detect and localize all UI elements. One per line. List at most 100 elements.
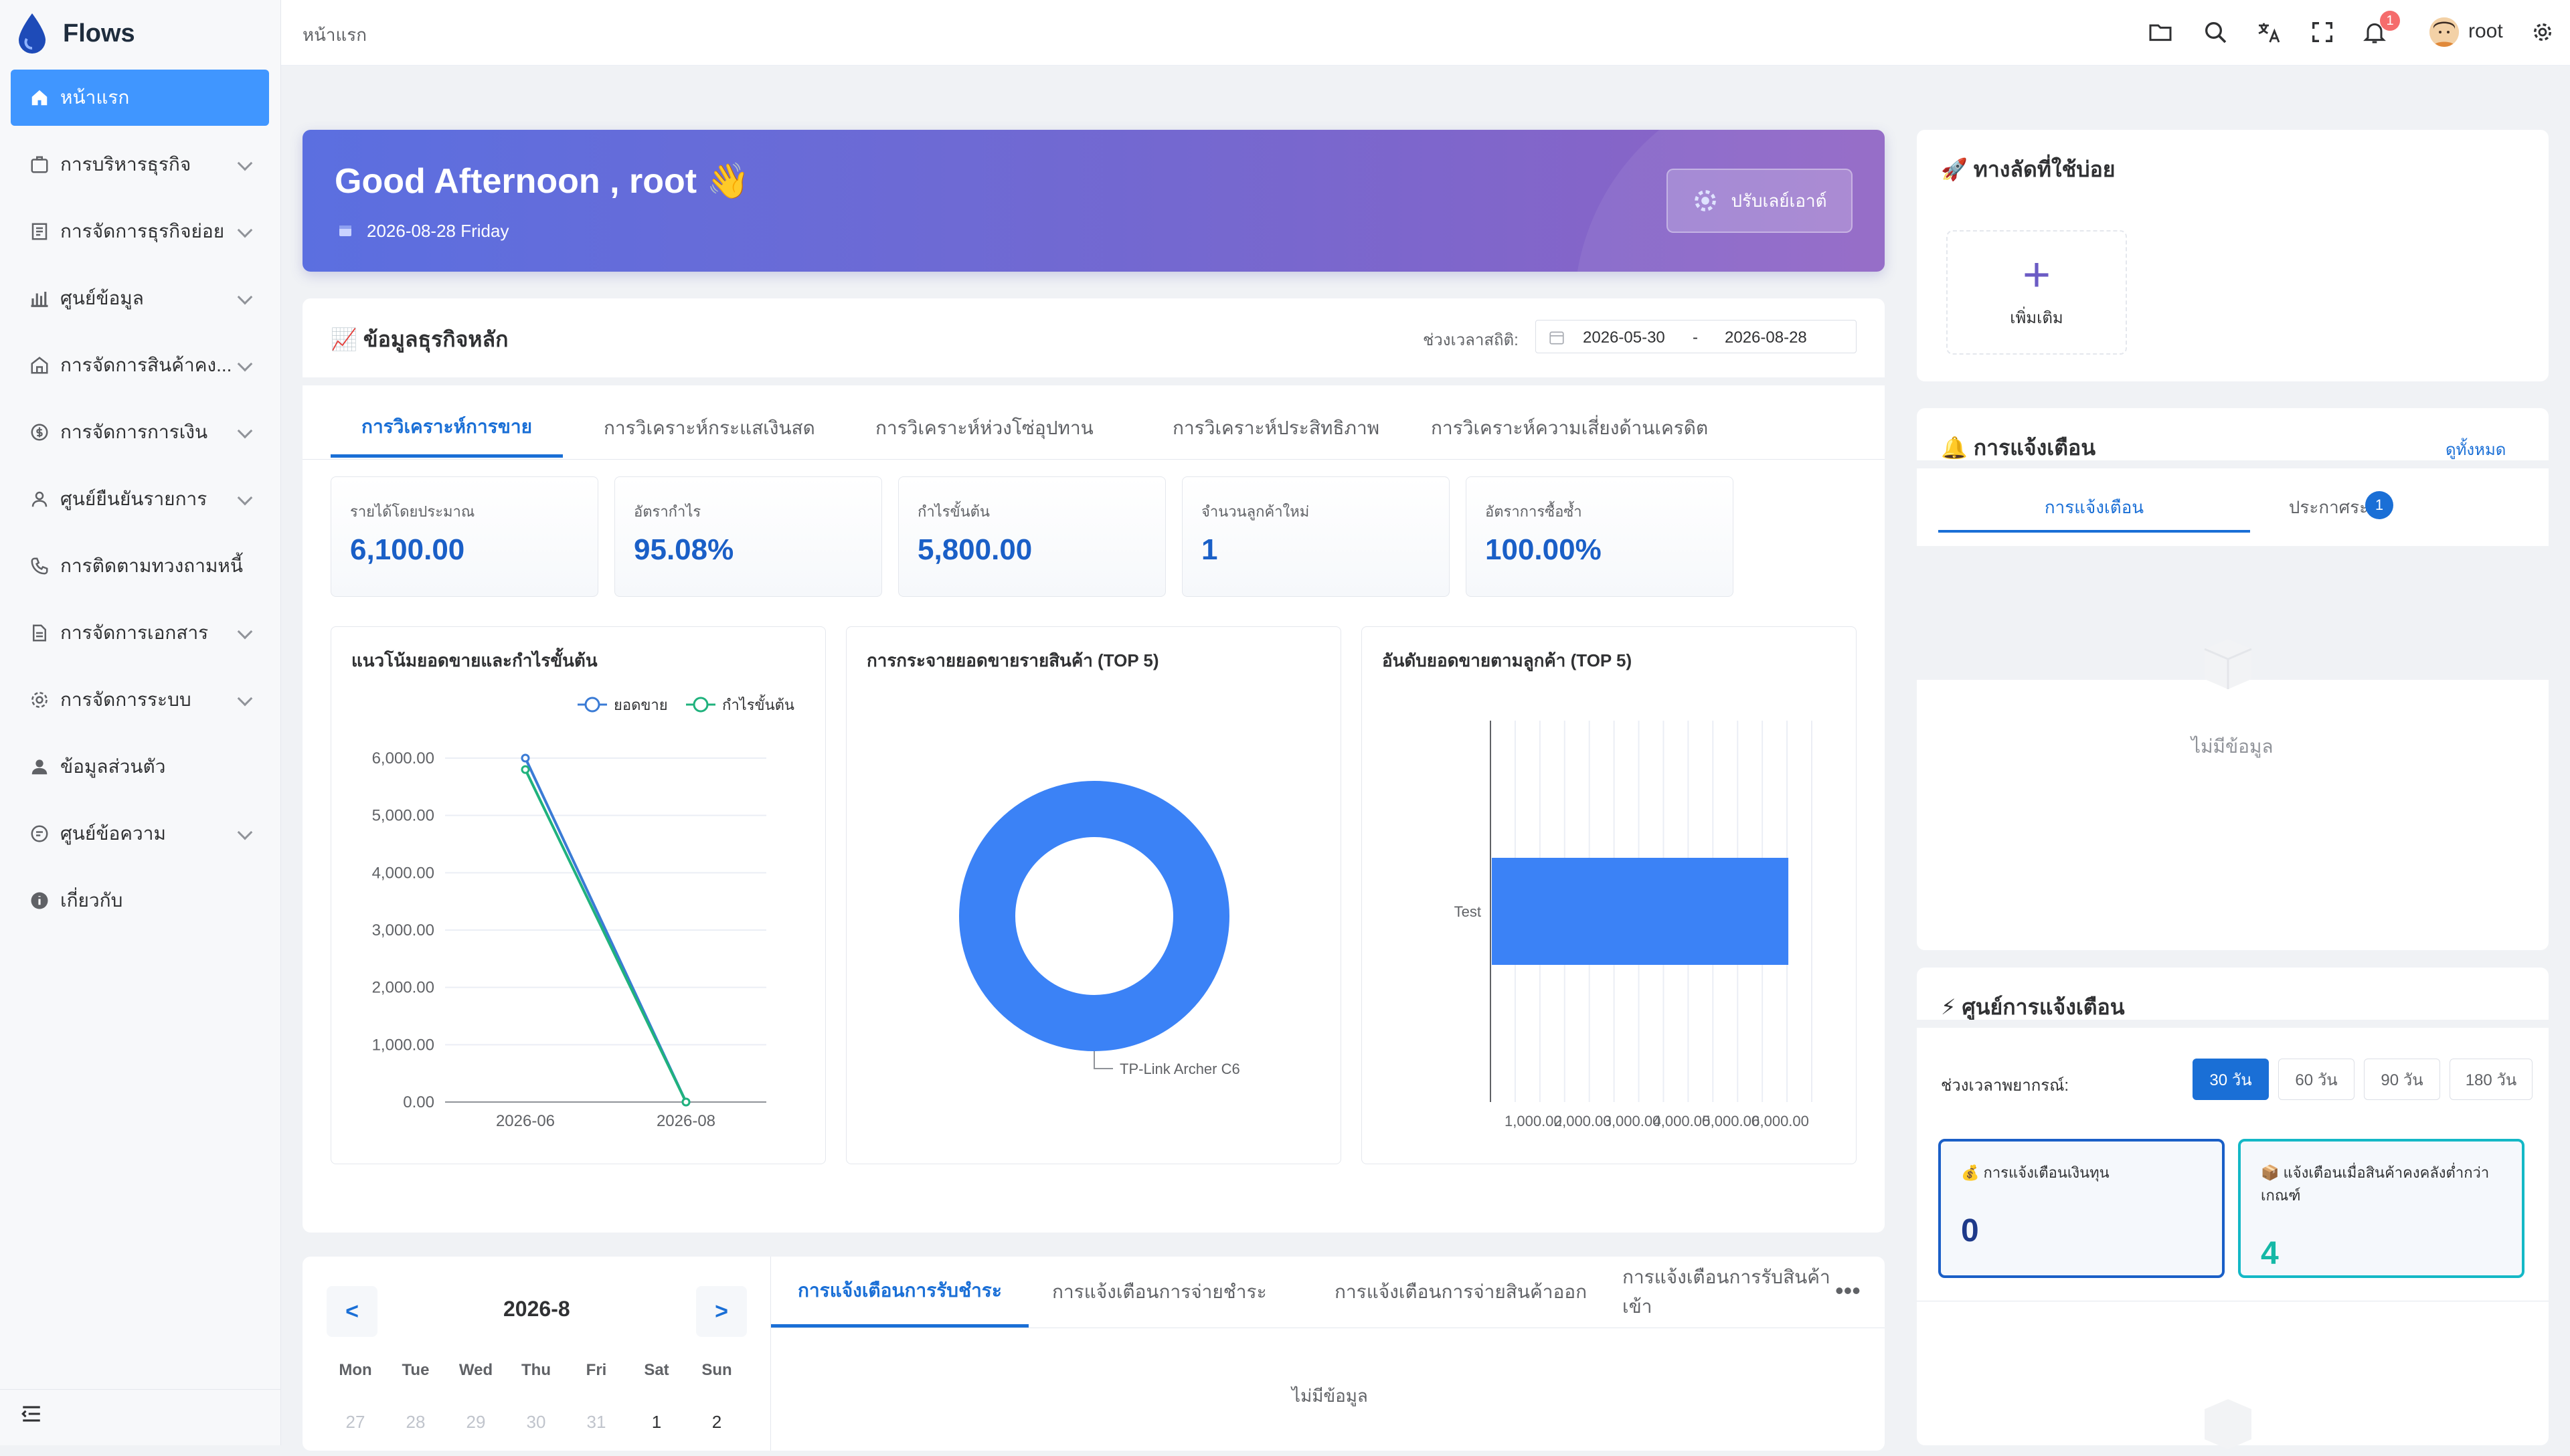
- tab-credit-risk-analysis[interactable]: การวิเคราะห์ความเสี่ยงด้านเครดิต: [1431, 418, 1709, 438]
- tab-goods-receipt-reminder[interactable]: การแจ้งเตือนการรับสินค้าเข้า: [1622, 1267, 1830, 1317]
- prev-month-button[interactable]: <: [327, 1286, 377, 1337]
- section-title: ⚡ ศูนย์การแจ้งเตือน: [1941, 995, 2125, 1019]
- bell-icon[interactable]: [2361, 19, 2388, 46]
- x-tick-label: 3,000.00: [1604, 1113, 1661, 1129]
- weekday-label: Fri: [586, 1361, 607, 1379]
- chart-title: การกระจายยอดขายรายสินค้า (TOP 5): [867, 650, 1159, 670]
- period-60-days-button[interactable]: 60 วัน: [2278, 1059, 2354, 1100]
- sidebar-item-system[interactable]: การจัดการระบบ: [11, 672, 269, 728]
- date-range-picker[interactable]: 2026-05-30 - 2026-08-28: [1535, 320, 1857, 353]
- tab-efficiency-analysis[interactable]: การวิเคราะห์ประสิทธิภาพ: [1173, 418, 1380, 438]
- tab-notifications[interactable]: การแจ้งเตือน: [1938, 482, 2250, 533]
- tab-payment-received-reminder[interactable]: การแจ้งเตือนการรับชำระ: [771, 1257, 1029, 1328]
- empty-state-text: ไม่มีข้อมูล: [1292, 1386, 1368, 1406]
- sidebar-item-business-management[interactable]: การบริหารธุรกิจ: [11, 136, 269, 193]
- tab-sales-analysis[interactable]: การวิเคราะห์การขาย: [331, 399, 563, 458]
- sidebar-item-home[interactable]: หน้าแรก: [11, 70, 269, 126]
- adjust-layout-button[interactable]: ปรับเลย์เอาต์: [1666, 169, 1853, 233]
- calendar-reminder-card: < 2026-8 > Mon Tue Wed Thu Fri Sat Sun 2…: [303, 1257, 1885, 1451]
- stat-card-repurchase-rate: อัตราการซื้อซ้ำ 100.00%: [1466, 476, 1733, 597]
- stat-value: 1: [1201, 533, 1218, 566]
- tab-supply-chain-analysis[interactable]: การวิเคราะห์ห่วงโซ่อุปทาน: [875, 418, 1094, 438]
- document-list-icon: [28, 220, 51, 243]
- sidebar-item-label: หน้าแรก: [60, 87, 130, 108]
- y-tick-label: 5,000.00: [372, 807, 434, 825]
- sidebar-item-profile[interactable]: ข้อมูลส่วนตัว: [11, 739, 269, 795]
- x-tick-label: 5,000.00: [1702, 1113, 1760, 1129]
- avatar[interactable]: [2429, 17, 2459, 47]
- calendar-day[interactable]: 1: [651, 1412, 662, 1432]
- section-title: 📈 ข้อมูลธุรกิจหลัก: [331, 327, 509, 351]
- sidebar-item-messages[interactable]: ศูนย์ข้อความ: [11, 806, 269, 862]
- tab-cashflow-analysis[interactable]: การวิเคราะห์กระแสเงินสด: [604, 418, 815, 438]
- y-tick-label: 1,000.00: [372, 1036, 434, 1054]
- calendar-day[interactable]: 27: [345, 1412, 365, 1432]
- topbar: หน้าแรก: [281, 0, 2570, 66]
- breadcrumb[interactable]: หน้าแรก: [303, 25, 367, 45]
- add-shortcut-button[interactable]: + เพิ่มเติม: [1946, 230, 2127, 355]
- legend-marker: [693, 697, 709, 713]
- legend-label: ยอดขาย: [614, 697, 668, 713]
- x-tick-label: 4,000.00: [1653, 1113, 1711, 1129]
- period-180-days-button[interactable]: 180 วัน: [2450, 1059, 2533, 1100]
- sidebar-item-finance[interactable]: การจัดการการเงิน: [11, 404, 269, 460]
- sidebar-item-label: การติดตามทวงถามหนี้: [60, 555, 244, 576]
- pie-slice: [959, 781, 1229, 1051]
- more-tabs-button[interactable]: •••: [1835, 1277, 1861, 1304]
- y-tick-label: Test: [1454, 903, 1481, 920]
- low-stock-alert-card[interactable]: 📦 แจ้งเตือนเมื่อสินค้าคงคลังต่ำกว่าเกณฑ์…: [2238, 1139, 2524, 1278]
- x-tick-label: 2026-06: [496, 1112, 555, 1130]
- stat-value: 6,100.00: [350, 533, 465, 566]
- calendar-day[interactable]: 2: [711, 1412, 722, 1432]
- core-business-card: 📈 ข้อมูลธุรกิจหลัก ช่วงเวลาสถิติ: 2026-0…: [303, 298, 1885, 1233]
- chart-title: แนวโน้มยอดขายและกำไรขั้นต้น: [351, 650, 598, 670]
- tab-payment-due-reminder[interactable]: การแจ้งเตือนการจ่ายชำระ: [1052, 1281, 1267, 1302]
- notification-badge: 1: [2380, 11, 2400, 31]
- chevron-down-icon: [237, 423, 253, 439]
- bar-chart: 1,000.002,000.003,000.004,000.005,000.00…: [1454, 721, 1812, 1129]
- sidebar-item-about[interactable]: เกี่ยวกับ: [11, 873, 269, 929]
- calendar: < 2026-8 > Mon Tue Wed Thu Fri Sat Sun 2…: [303, 1257, 771, 1451]
- calendar-day[interactable]: 31: [586, 1412, 606, 1432]
- weekday-label: Sat: [644, 1361, 669, 1379]
- greeting-banner: Good Afternoon , root 👋 2026-08-28 Frida…: [303, 130, 1885, 272]
- stat-card-revenue: รายได้โดยประมาณ 6,100.00: [331, 476, 598, 597]
- fullscreen-icon[interactable]: [2309, 19, 2336, 46]
- sidebar-item-data-center[interactable]: ศูนย์ข้อมูล: [11, 270, 269, 327]
- bar-chart-icon: [28, 287, 51, 310]
- period-30-days-button[interactable]: 30 วัน: [2193, 1059, 2269, 1100]
- chevron-down-icon: [237, 155, 253, 171]
- tab-shipment-out-reminder[interactable]: การแจ้งเตือนการจ่ายสินค้าออก: [1335, 1281, 1588, 1302]
- calendar-day[interactable]: 28: [406, 1412, 426, 1432]
- stat-value: 95.08%: [634, 533, 734, 566]
- translate-icon[interactable]: [2255, 19, 2282, 46]
- sidebar-item-documents[interactable]: การจัดการเอกสาร: [11, 605, 269, 661]
- sidebar-item-inventory[interactable]: การจัดการสินค้าคง...: [11, 337, 269, 393]
- calendar-month: 2026-8: [503, 1297, 570, 1321]
- sidebar-item-confirmation-center[interactable]: ศูนย์ยืนยันรายการ: [11, 471, 269, 527]
- funding-alert-card[interactable]: 💰 การแจ้งเตือนเงินทุน 0: [1938, 1139, 2225, 1278]
- app-logo[interactable]: Flows: [16, 12, 135, 55]
- period-90-days-button[interactable]: 90 วัน: [2364, 1059, 2440, 1100]
- slice-label: TP-Link Archer C6: [1120, 1061, 1240, 1077]
- user-name[interactable]: root: [2468, 20, 2503, 42]
- sidebar-item-debt-collection[interactable]: การติดตามทวงถามหนี้: [11, 538, 269, 594]
- announcement-badge: 1: [2365, 491, 2393, 519]
- search-icon[interactable]: [2202, 19, 2229, 46]
- settings-gear-icon[interactable]: [2531, 21, 2554, 43]
- folder-icon[interactable]: [2147, 19, 2174, 46]
- x-tick-label: 2026-08: [657, 1112, 715, 1130]
- collapse-sidebar-icon[interactable]: [20, 1402, 43, 1431]
- view-all-link[interactable]: ดูทั้งหมด: [2446, 441, 2506, 459]
- calendar-day[interactable]: 29: [466, 1412, 486, 1432]
- sidebar-item-sub-business[interactable]: การจัดการธุรกิจย่อย: [11, 203, 269, 260]
- next-month-button[interactable]: >: [696, 1286, 747, 1337]
- chevron-down-icon: [237, 356, 253, 372]
- bar: [1492, 858, 1789, 965]
- weekday-label: Mon: [339, 1361, 372, 1379]
- donut-chart: TP-Link Archer C6: [959, 781, 1240, 1077]
- chevron-down-icon: [237, 289, 253, 305]
- calendar-icon: [339, 225, 351, 236]
- tab-system-announcements[interactable]: ประกาศระบบ: [2288, 497, 2391, 517]
- calendar-day[interactable]: 30: [526, 1412, 546, 1432]
